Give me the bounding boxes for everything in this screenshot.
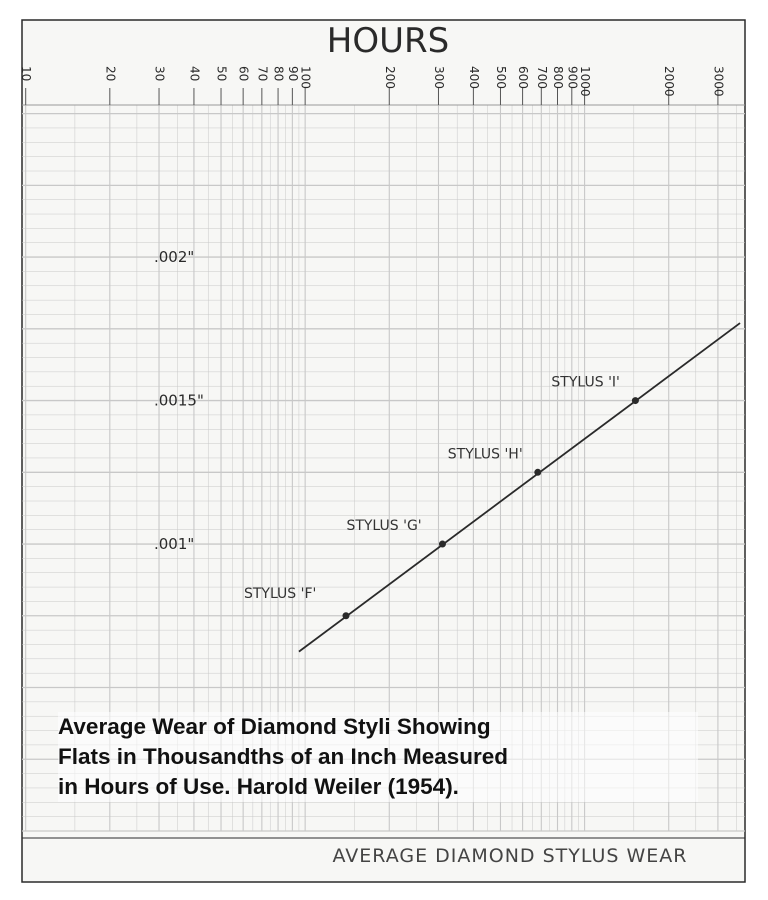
x-tick-label: 600 [516,66,530,89]
x-tick-label: 800 [551,66,565,89]
x-tick-label: 80 [272,66,286,81]
x-tick-label: 40 [187,66,201,81]
caption-line-1: Average Wear of Diamond Styli Showing [58,714,491,739]
x-tick-label: 700 [535,66,549,89]
data-point [342,612,350,620]
x-tick-label: 100 [299,66,313,89]
point-label: STYLUS 'F' [244,586,316,602]
x-tick-label: 300 [432,66,446,89]
data-point [631,397,639,405]
x-tick-label: 3000 [711,66,725,97]
x-tick-label: 2000 [662,66,676,97]
y-tick-label: .0015" [154,392,204,410]
point-label: STYLUS 'H' [448,446,523,462]
x-tick-label: 500 [494,66,508,89]
x-tick-label: 400 [467,66,481,89]
chart-title: HOURS [327,21,449,61]
x-tick-label: 60 [237,66,251,81]
x-tick-label: 90 [286,66,300,81]
caption: Average Wear of Diamond Styli Showing Fl… [58,712,698,802]
caption-line-3: in Hours of Use. Harold Weiler (1954). [58,774,459,799]
x-tick-label: 200 [383,66,397,89]
caption-line-2: Flats in Thousandths of an Inch Measured [58,744,509,769]
x-tick-label: 50 [215,66,229,81]
footer-label: AVERAGE DIAMOND STYLUS WEAR [332,845,687,867]
y-tick-label: .002" [154,248,194,266]
x-tick-label: 20 [103,66,117,81]
point-label: STYLUS 'I' [551,375,620,391]
x-tick-label: 900 [565,66,579,89]
x-tick-label: 70 [255,66,269,81]
data-point [438,540,446,548]
data-point [534,468,542,476]
point-label: STYLUS 'G' [346,518,421,534]
x-tick-label: 10 [19,66,33,81]
x-tick-label: 30 [153,66,167,81]
trend-line [298,322,741,653]
x-tick-label: 1000 [578,66,592,97]
y-tick-label: .001" [154,535,194,553]
